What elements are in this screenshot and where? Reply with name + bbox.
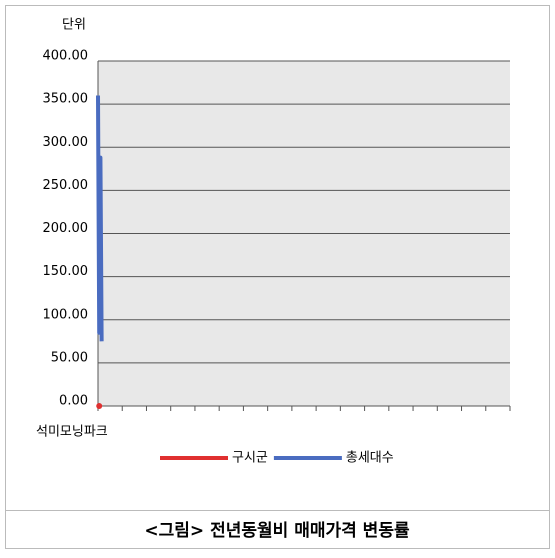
y-tick-label: 50.00: [51, 350, 88, 365]
data-point: [96, 403, 103, 409]
y-tick-label: 250.00: [43, 178, 89, 193]
legend-label: 구시군: [232, 451, 268, 466]
series-line: [96, 95, 104, 342]
y-tick-label: 200.00: [43, 221, 89, 236]
y-tick-label: 100.00: [43, 307, 89, 322]
y-tick-label: 400.00: [43, 49, 89, 64]
unit-label: 단위: [62, 18, 86, 33]
y-tick-label: 0.00: [59, 394, 88, 409]
legend-label: 총세대수: [346, 451, 394, 466]
x-tick-label: 석미모닝파크: [36, 425, 108, 440]
y-tick-label: 300.00: [43, 135, 89, 150]
y-tick-label: 150.00: [43, 264, 89, 279]
caption: <그림> 전년동월비 매매가격 변동률: [144, 521, 410, 541]
y-tick-label: 350.00: [43, 92, 89, 107]
